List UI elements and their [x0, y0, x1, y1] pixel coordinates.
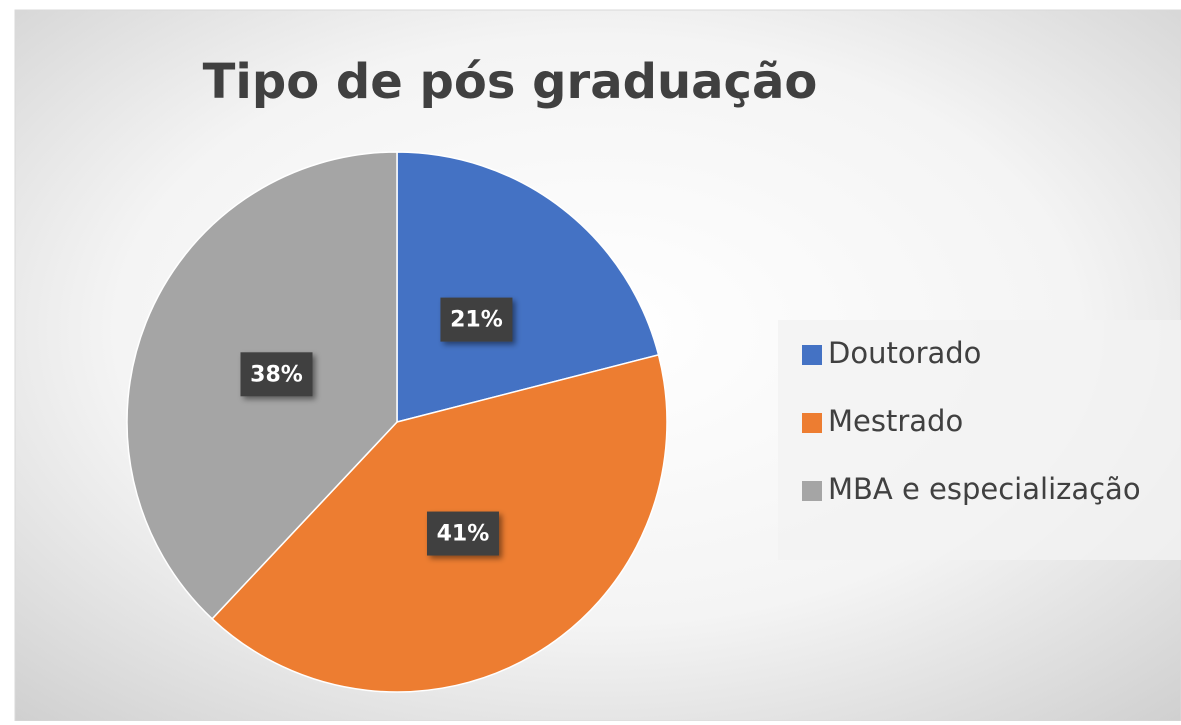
chart-title: Tipo de pós graduação: [203, 54, 818, 110]
legend-swatch: [802, 413, 822, 433]
data-label: 21%: [450, 308, 503, 333]
legend-swatch: [802, 481, 822, 501]
data-label: 41%: [437, 522, 490, 547]
data-label-box: [440, 297, 513, 342]
legend-box: [778, 320, 1181, 560]
data-label-box: [240, 352, 313, 397]
data-label: 38%: [250, 362, 303, 387]
legend-swatch: [802, 345, 822, 365]
legend-label: MBA e especialização: [828, 472, 1141, 506]
pie-slice: [396, 151, 660, 423]
legend-label: Mestrado: [828, 404, 963, 438]
data-label-box: [426, 511, 499, 556]
legend-label: Doutorado: [828, 336, 981, 370]
